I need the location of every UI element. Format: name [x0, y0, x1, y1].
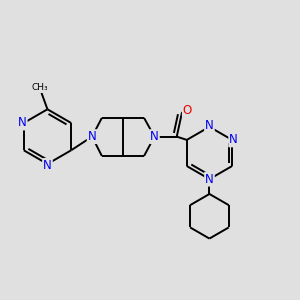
Text: N: N: [150, 130, 159, 143]
Text: CH₃: CH₃: [32, 83, 48, 92]
Text: N: N: [205, 172, 214, 186]
Text: O: O: [183, 104, 192, 117]
Text: N: N: [43, 159, 52, 172]
Text: N: N: [205, 119, 214, 132]
Text: N: N: [88, 130, 96, 143]
Text: N: N: [18, 116, 27, 130]
Text: N: N: [229, 134, 238, 146]
